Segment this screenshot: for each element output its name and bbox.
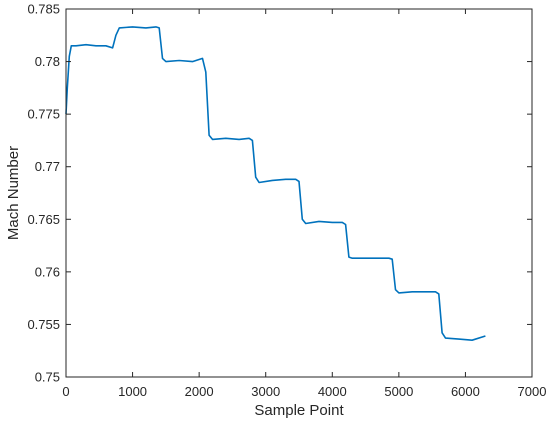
y-tick-label: 0.785 [27,2,60,17]
y-tick-label: 0.78 [35,54,60,69]
x-tick-label: 7000 [518,384,547,399]
x-tick-label: 4000 [318,384,347,399]
plot-line-layer [65,26,486,342]
y-tick-label: 0.755 [27,317,60,332]
x-tick-label: 1000 [118,384,147,399]
x-tick-label: 6000 [451,384,480,399]
y-tick-label: 0.775 [27,107,60,122]
y-tick-label: 0.765 [27,212,60,227]
x-tick-label: 5000 [384,384,413,399]
x-axis-label: Sample Point [254,402,344,419]
axes-box [65,8,533,378]
y-tick-label: 0.77 [35,159,60,174]
y-tick-label: 0.76 [35,264,60,279]
mach-number-series-line [65,26,486,342]
x-tick-label: 2000 [185,384,214,399]
ticks-layer: 0 1000 2000 3000 4000 5000 6000 7000 0.75 0.755 0.… [27,2,546,400]
x-tick-label: 0 [62,384,69,399]
x-tick-label: 3000 [251,384,280,399]
y-axis-label: Mach Number [5,146,22,240]
y-tick-label: 0.75 [35,370,60,385]
